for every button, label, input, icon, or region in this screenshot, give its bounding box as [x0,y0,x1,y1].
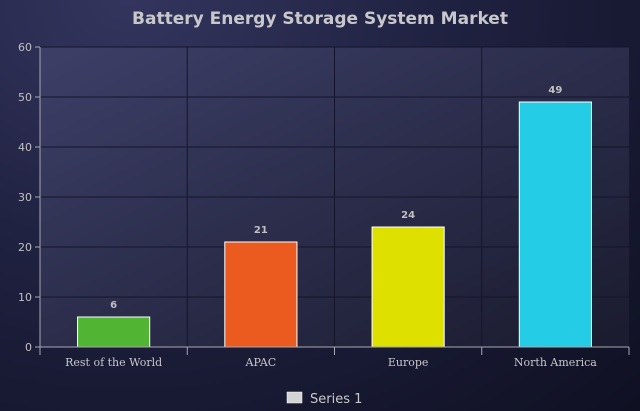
y-tick-label: 30 [18,191,32,204]
data-label: 49 [548,85,562,96]
y-tick-label: 20 [18,241,32,254]
data-label: 24 [401,210,415,221]
legend-label-series-1: Series 1 [310,392,362,407]
bars: 6 21 24 49 [77,85,592,348]
y-tick-label: 10 [18,291,32,304]
y-tick-label: 50 [18,91,32,104]
bar-europe[interactable] [371,226,445,348]
y-tick-label: 40 [18,141,32,154]
bar-north-america[interactable] [518,101,592,348]
grid [40,46,629,347]
x-tick-label: Rest of the World [65,356,162,369]
bar-rest-of-the-world[interactable] [77,316,151,348]
x-tick-label: APAC [245,356,277,369]
legend[interactable]: Series 1 [286,391,362,407]
axes: 0 10 20 30 40 50 60 Rest of the World APAC Europe… [18,41,630,369]
chart-title: Battery Energy Storage System Market [132,9,508,29]
bar-apac[interactable] [224,241,298,348]
x-tick-label: Europe [388,356,429,369]
x-tick-label: North America [514,356,597,369]
data-label: 21 [254,225,268,236]
y-tick-label: 0 [25,341,32,354]
data-label: 6 [110,300,117,311]
y-tick-label: 60 [18,41,32,54]
legend-swatch-series-1 [286,391,303,404]
